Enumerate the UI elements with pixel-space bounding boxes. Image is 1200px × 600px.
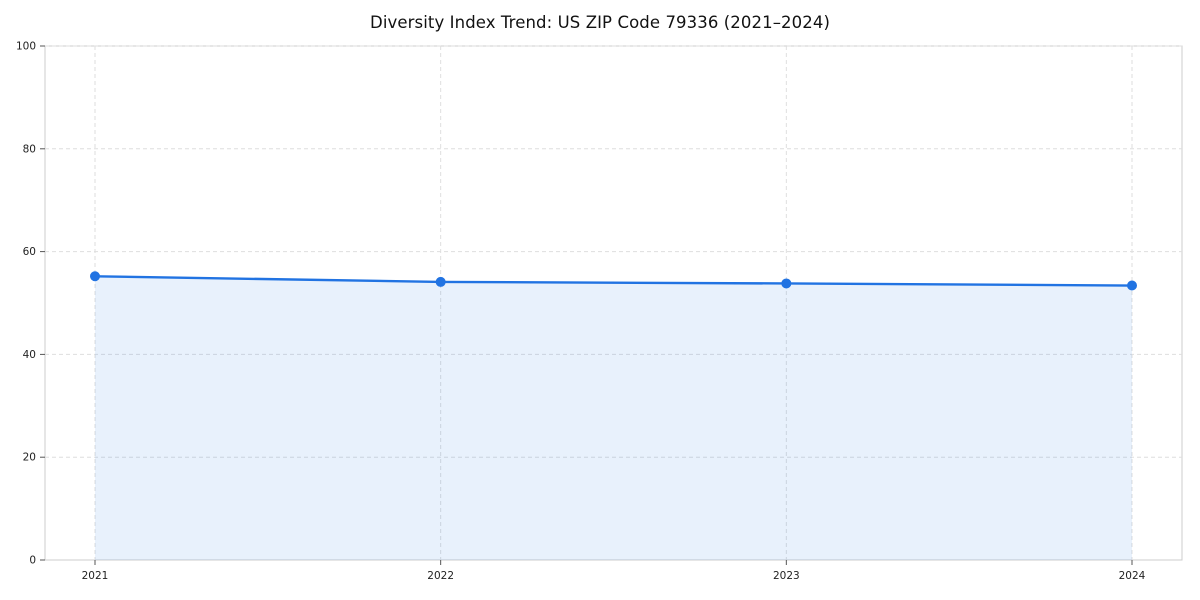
y-tick-label: 100 xyxy=(16,41,36,53)
data-point-2021 xyxy=(90,271,100,282)
plot-area-border xyxy=(44,45,1183,561)
y-tick-label: 0 xyxy=(29,555,36,567)
x-tick-label: 2024 xyxy=(1119,570,1146,582)
x-tick-label: 2022 xyxy=(427,570,454,582)
data-point-2024 xyxy=(1127,280,1137,291)
data-point-2022 xyxy=(435,276,446,287)
chart-title: Diversity Index Trend: US ZIP Code 79336… xyxy=(370,13,830,32)
y-tick-label: 40 xyxy=(23,349,36,361)
trend-line xyxy=(93,275,1134,287)
area-fill xyxy=(95,276,1132,560)
data-point-2023 xyxy=(781,278,792,289)
x-tick-label: 2023 xyxy=(773,570,800,582)
y-tick-label: 20 xyxy=(23,452,36,464)
y-tick-label: 60 xyxy=(23,246,36,258)
y-tick-label: 80 xyxy=(23,143,36,155)
x-tick-label: 2021 xyxy=(82,570,109,582)
